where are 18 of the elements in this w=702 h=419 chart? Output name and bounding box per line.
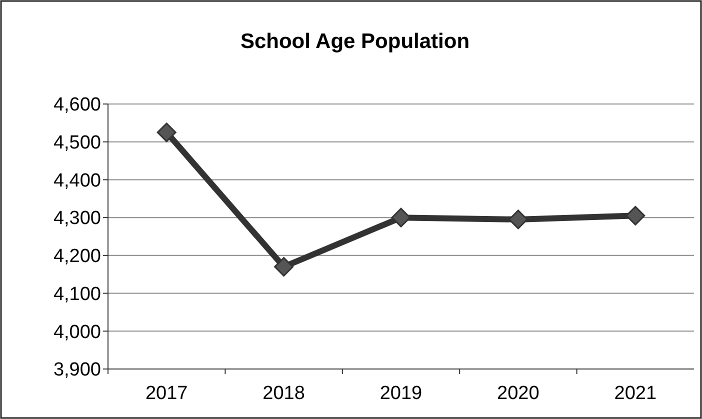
chart-title: School Age Population [240, 30, 470, 53]
point [626, 206, 646, 226]
x-tick-label: 2021 [614, 383, 657, 404]
y-tick-label: 4,500 [53, 132, 101, 154]
y-tick-label: 4,100 [53, 284, 101, 305]
y-tick-label: 4,000 [53, 322, 101, 343]
point [156, 122, 176, 142]
point [274, 257, 294, 277]
y-tick-label: 4,600 [53, 94, 101, 116]
x-tick-label: 2018 [262, 383, 305, 404]
x-tick-label: 2017 [145, 383, 188, 404]
y-tick-label: 4,200 [53, 246, 101, 268]
x-tick-label: 2019 [380, 383, 422, 404]
y-tick-label: 4,400 [53, 170, 101, 192]
y-tick-label: 4,300 [53, 208, 101, 230]
point [391, 208, 411, 228]
y-tick-label: 3,900 [53, 360, 101, 381]
x-tick-label: 2020 [497, 383, 540, 404]
